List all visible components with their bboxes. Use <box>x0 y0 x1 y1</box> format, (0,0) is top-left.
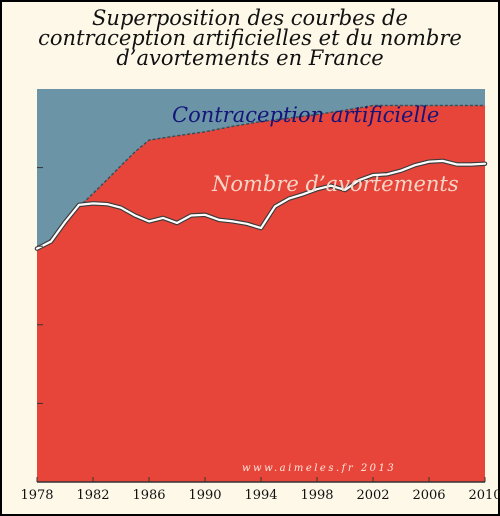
area-layer <box>37 89 485 482</box>
x-tick-label: 1998 <box>300 488 333 503</box>
credit-text: www.aimeles.fr 2013 <box>242 463 396 474</box>
chart-title: Superposition des courbes de contracepti… <box>0 6 500 70</box>
avortements-label: Nombre d’avortements <box>211 172 459 196</box>
chart-title-line-2: contraception artificielles et du nombre <box>38 26 462 50</box>
x-tick-label: 1978 <box>20 488 53 503</box>
x-tick-label: 2002 <box>356 488 389 503</box>
avortements-area <box>37 105 485 482</box>
x-tick-label: 1994 <box>244 488 277 503</box>
x-tick-label: 1982 <box>76 488 109 503</box>
x-tick-label: 2010 <box>468 488 500 503</box>
x-tick-label: 1990 <box>188 488 221 503</box>
x-tick-label: 2006 <box>412 488 445 503</box>
chart-title-line-3: d’avortements en France <box>116 46 384 70</box>
contraception-area <box>37 89 485 249</box>
x-axis-ticks: 1978 1982 1986 1990 1994 1998 2002 2006 2010 <box>20 477 500 503</box>
line-layer <box>34 104 488 251</box>
abortion-line <box>35 159 487 250</box>
y-axis-ticks <box>37 167 43 404</box>
x-tick-label: 1986 <box>132 488 165 503</box>
chart-title-line-1: Superposition des courbes de <box>92 6 408 30</box>
contraception-label: Contraception artificielle <box>172 103 439 127</box>
